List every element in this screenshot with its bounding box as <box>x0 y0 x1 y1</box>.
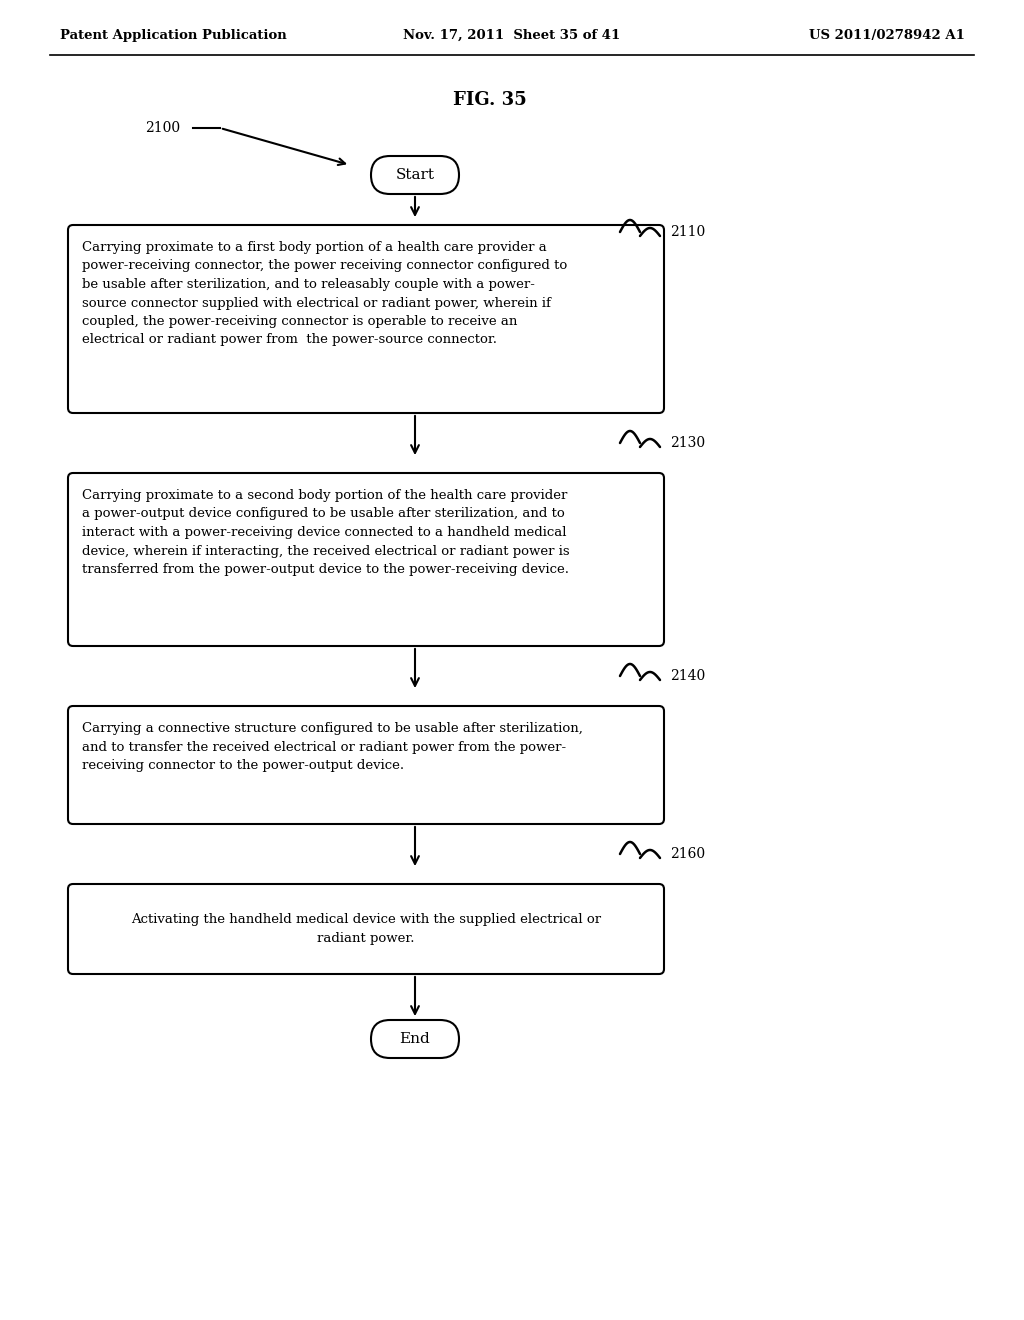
Text: Start: Start <box>395 168 434 182</box>
FancyBboxPatch shape <box>68 706 664 824</box>
Text: Carrying proximate to a second body portion of the health care provider
a power-: Carrying proximate to a second body port… <box>82 488 569 576</box>
FancyBboxPatch shape <box>68 884 664 974</box>
Text: FIG. 35: FIG. 35 <box>454 91 527 110</box>
Text: Activating the handheld medical device with the supplied electrical or
radiant p: Activating the handheld medical device w… <box>131 913 601 945</box>
FancyBboxPatch shape <box>68 224 664 413</box>
Text: Carrying proximate to a first body portion of a health care provider a
power-rec: Carrying proximate to a first body porti… <box>82 242 567 346</box>
Text: 2100: 2100 <box>145 121 180 135</box>
Text: 2130: 2130 <box>670 436 706 450</box>
Text: 2140: 2140 <box>670 669 706 682</box>
FancyBboxPatch shape <box>371 156 459 194</box>
Text: US 2011/0278942 A1: US 2011/0278942 A1 <box>809 29 965 41</box>
FancyBboxPatch shape <box>68 473 664 645</box>
Text: Carrying a connective structure configured to be usable after sterilization,
and: Carrying a connective structure configur… <box>82 722 583 772</box>
Text: End: End <box>399 1032 430 1045</box>
Text: 2110: 2110 <box>670 224 706 239</box>
Text: 2160: 2160 <box>670 847 706 861</box>
Text: Patent Application Publication: Patent Application Publication <box>60 29 287 41</box>
FancyBboxPatch shape <box>371 1020 459 1059</box>
Text: Nov. 17, 2011  Sheet 35 of 41: Nov. 17, 2011 Sheet 35 of 41 <box>403 29 621 41</box>
